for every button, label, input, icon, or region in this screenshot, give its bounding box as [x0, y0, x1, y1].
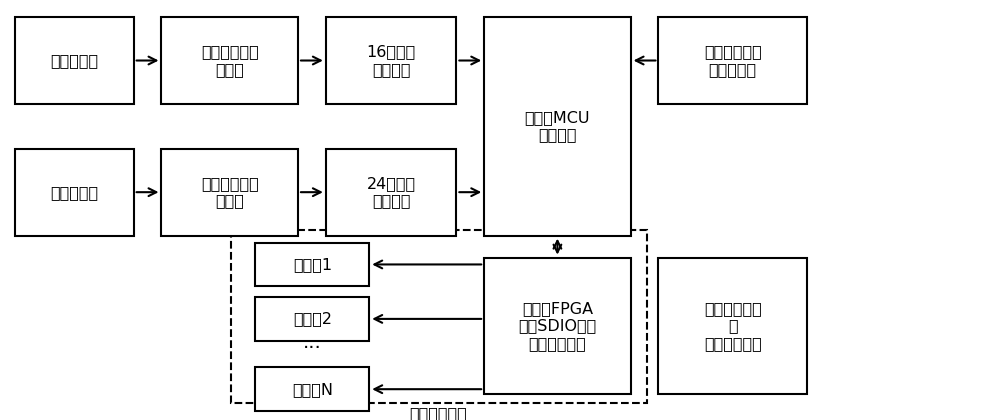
Bar — [658, 257, 807, 394]
Text: ···: ··· — [303, 339, 321, 358]
Bar — [484, 257, 631, 394]
Text: 参数配置与数
据提取接口: 参数配置与数 据提取接口 — [704, 44, 762, 77]
Bar — [326, 149, 456, 236]
Bar — [484, 17, 631, 236]
Text: 一次性锂电池
与
降压稳压电路: 一次性锂电池 与 降压稳压电路 — [704, 301, 762, 351]
Bar — [231, 230, 647, 403]
Bar — [15, 17, 134, 104]
Bar — [658, 17, 807, 104]
Text: 温深传感器: 温深传感器 — [50, 53, 98, 68]
Text: 24位模数
转换电路: 24位模数 转换电路 — [367, 176, 416, 208]
Text: 16位模数
转换电路: 16位模数 转换电路 — [366, 44, 416, 77]
Bar — [326, 17, 456, 104]
Text: 深水水听器: 深水水听器 — [50, 185, 98, 200]
Text: 存储卡2: 存储卡2 — [293, 311, 332, 326]
Text: 低噪声前放电
路调理: 低噪声前放电 路调理 — [201, 176, 259, 208]
Bar — [161, 17, 298, 104]
Bar — [255, 243, 369, 286]
Text: 低噪声前放电
路调理: 低噪声前放电 路调理 — [201, 44, 259, 77]
Bar — [161, 149, 298, 236]
Text: 低功耗FPGA
扩展SDIO接口
存储切换电路: 低功耗FPGA 扩展SDIO接口 存储切换电路 — [518, 301, 597, 351]
Text: 低功耗MCU
主控电路: 低功耗MCU 主控电路 — [525, 110, 590, 142]
Text: 存储卡N: 存储卡N — [292, 382, 333, 396]
Bar — [255, 368, 369, 411]
Text: 存储卡1: 存储卡1 — [293, 257, 332, 272]
Bar — [15, 149, 134, 236]
Bar — [255, 297, 369, 341]
Text: 存储切换电路: 存储切换电路 — [410, 406, 467, 420]
